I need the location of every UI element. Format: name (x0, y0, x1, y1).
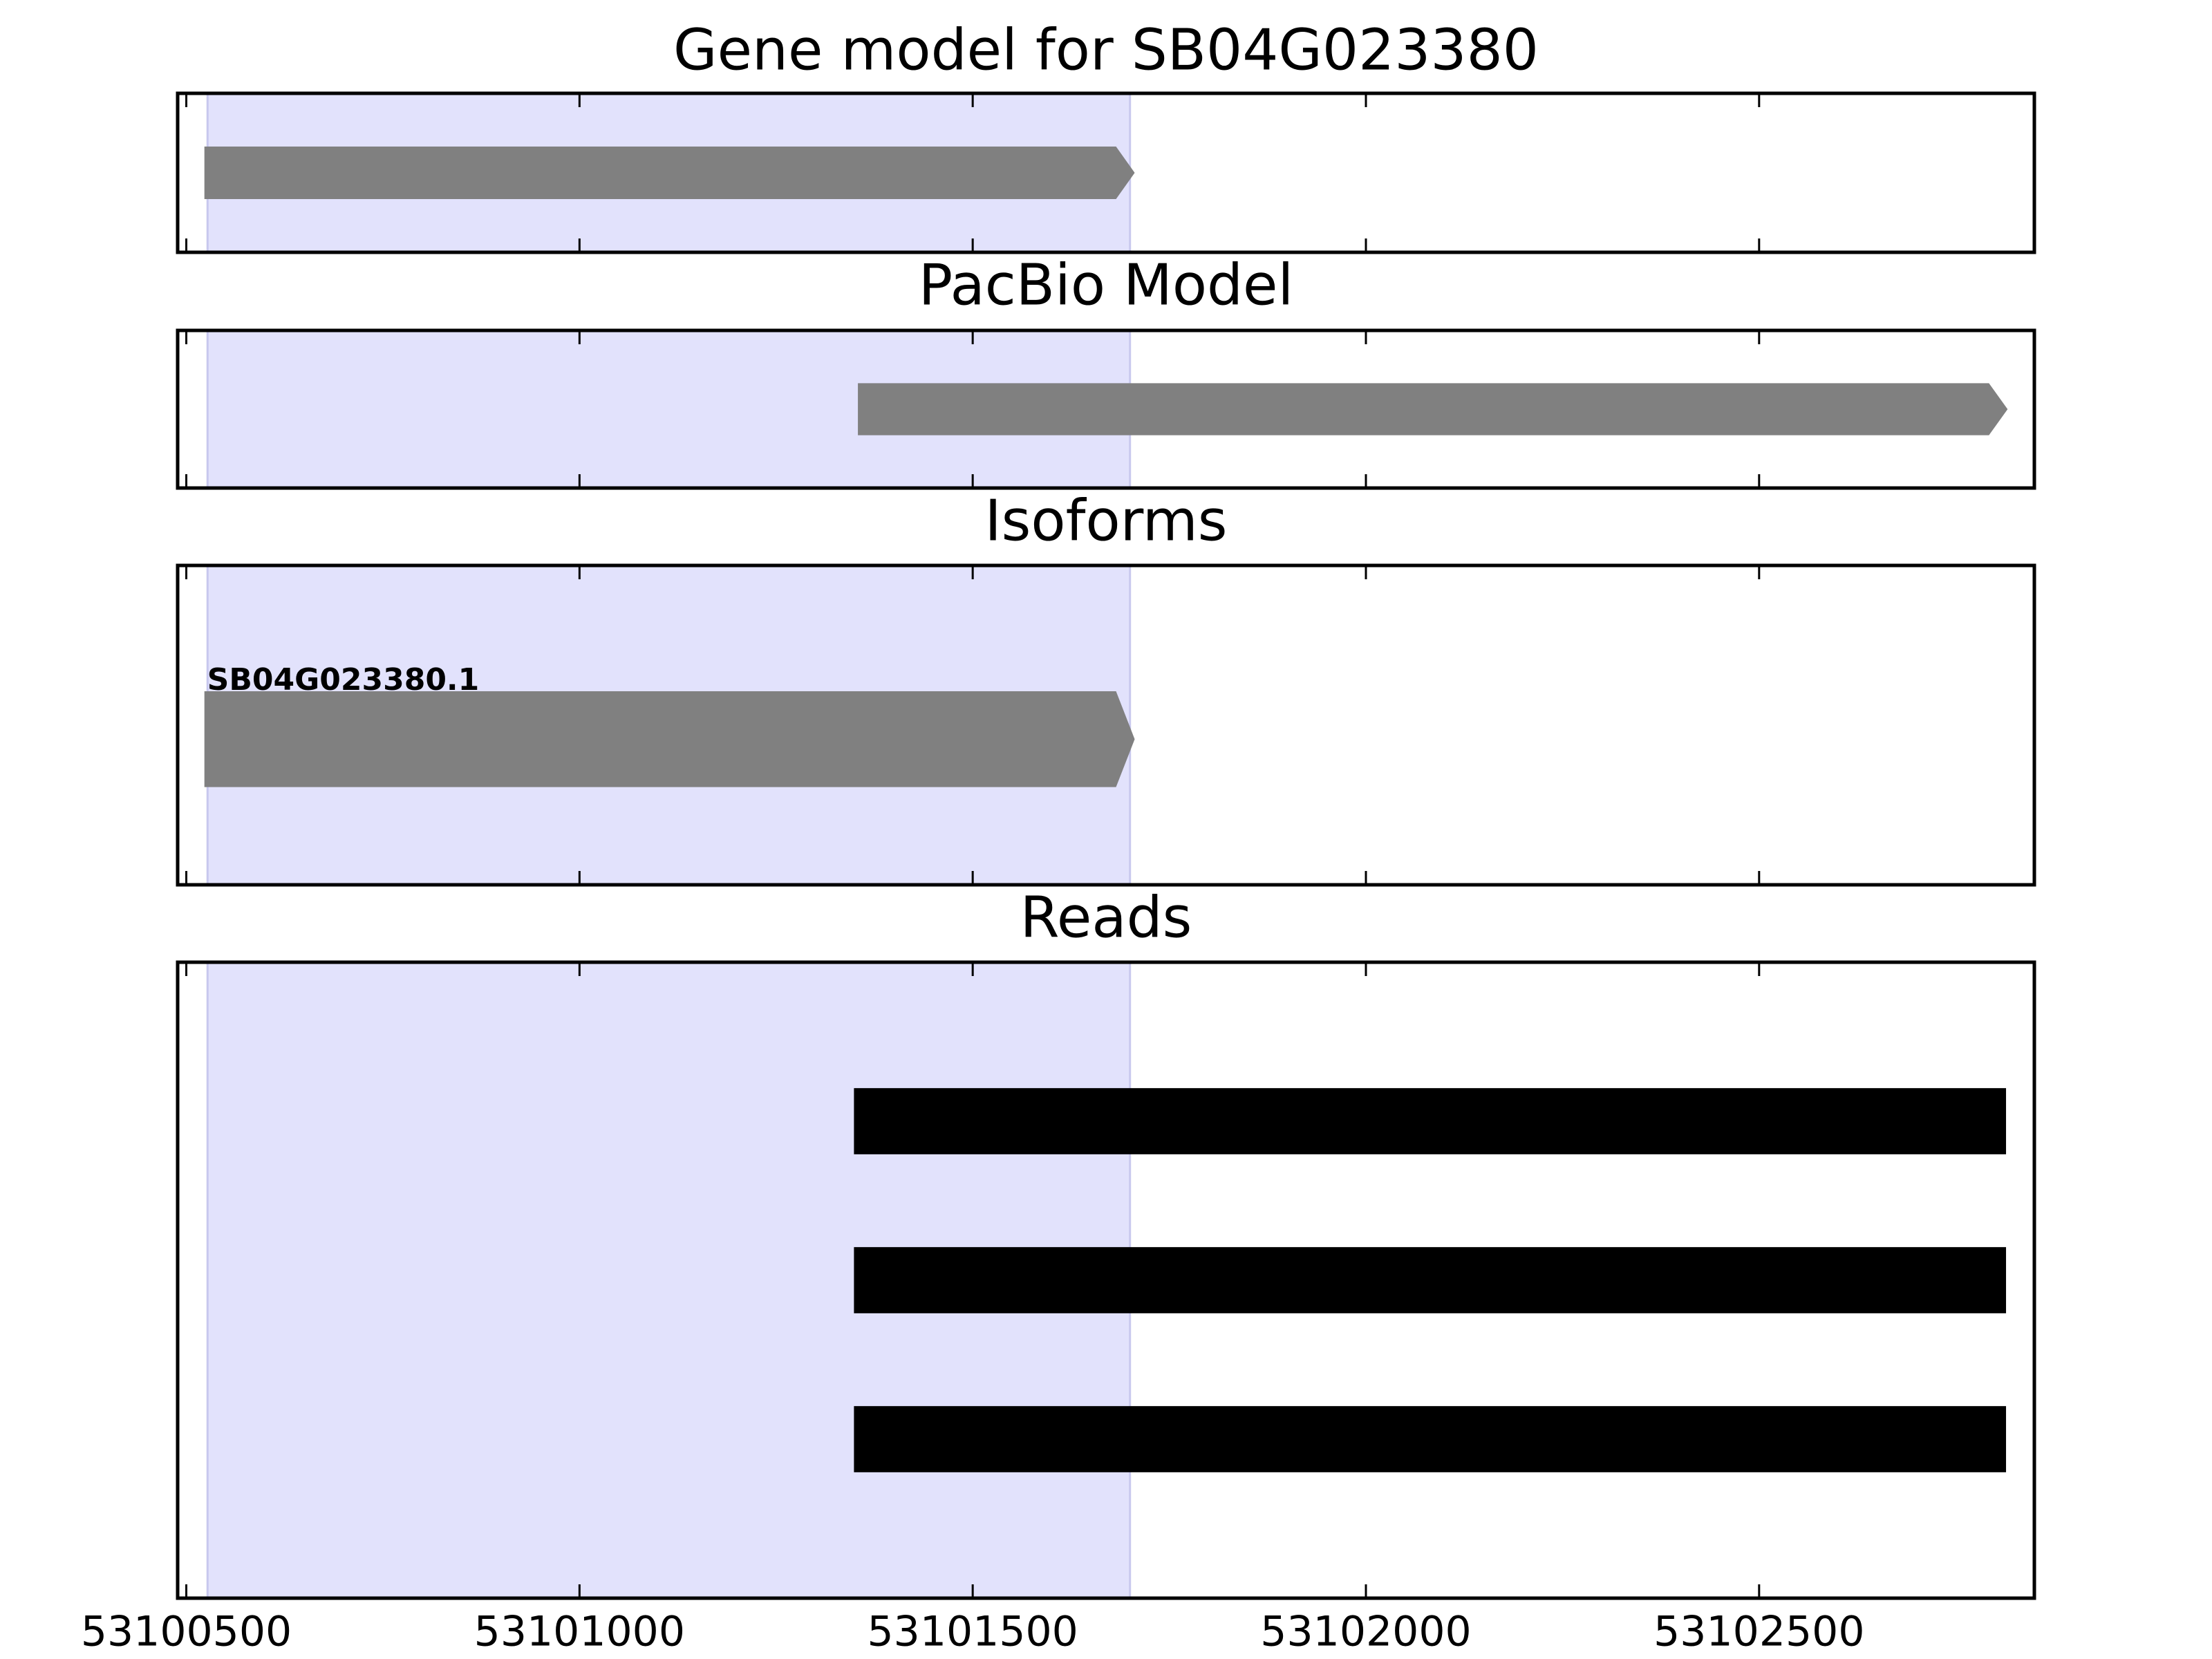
x-tick-label: 53102500 (1653, 1608, 1864, 1656)
panel-frame (176, 563, 2036, 887)
gene-feature (204, 147, 1135, 199)
panel-frame (176, 91, 2036, 254)
panel-title: PacBio Model (919, 252, 1294, 318)
x-tick-label: 53101000 (474, 1608, 685, 1656)
gene-feature (204, 691, 1135, 787)
panel-frame (176, 328, 2036, 490)
panel-title: Reads (1020, 885, 1192, 950)
x-tick-label: 53102000 (1260, 1608, 1471, 1656)
x-tick-label: 53100500 (81, 1608, 292, 1656)
panel-frame (176, 960, 2036, 1600)
read (854, 1247, 2007, 1313)
panel-title: Gene model for SB04G023380 (673, 17, 1539, 83)
isoform-label: SB04G023380.1 (207, 662, 480, 697)
panel-title: Isoforms (985, 488, 1228, 554)
read (854, 1406, 2007, 1472)
gene-feature (858, 383, 2008, 435)
x-tick-label: 53101500 (867, 1608, 1078, 1656)
read (854, 1088, 2007, 1154)
